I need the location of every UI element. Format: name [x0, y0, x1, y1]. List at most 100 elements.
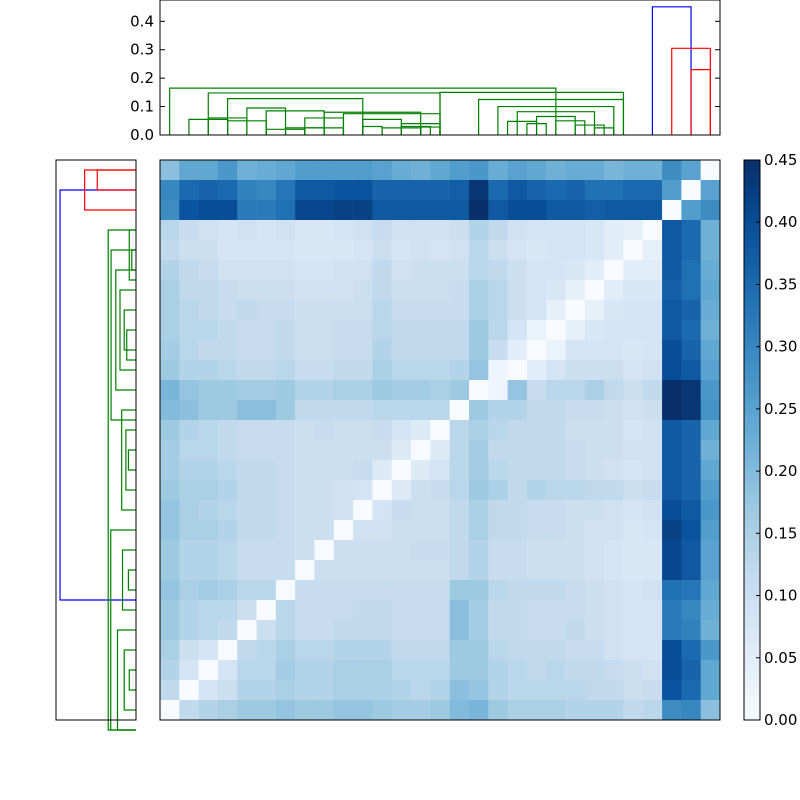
heatmap-cell: [333, 340, 354, 361]
heatmap-cell: [179, 620, 199, 641]
heatmap-cell: [391, 200, 412, 221]
heatmap-cell: [217, 420, 238, 441]
heatmap-cell: [411, 180, 431, 201]
heatmap-cell: [430, 320, 450, 341]
heatmap-cell: [217, 440, 238, 461]
heatmap-cell: [314, 600, 335, 621]
heatmap-cell: [372, 680, 393, 701]
heatmap-cell: [488, 200, 508, 221]
heatmap-cell: [160, 160, 180, 181]
heatmap-cell: [623, 660, 644, 681]
heatmap-cell: [526, 480, 547, 501]
heatmap-cell: [372, 260, 393, 281]
heatmap-cell: [565, 440, 586, 461]
heatmap-cell: [507, 600, 528, 621]
heatmap-cell: [411, 540, 431, 561]
heatmap-cell: [468, 400, 489, 421]
heatmap-cell: [314, 460, 335, 481]
heatmap-cell: [314, 300, 335, 321]
heatmap-cell: [295, 200, 315, 221]
heatmap-frame: [159, 159, 721, 721]
heatmap-cell: [681, 660, 701, 681]
heatmap-cell: [160, 440, 180, 461]
colorbar-tick-label: 0.35: [764, 275, 797, 293]
heatmap-cell: [237, 440, 257, 461]
heatmap-cell: [546, 300, 566, 321]
heatmap-cell: [372, 200, 393, 221]
heatmap-cell: [526, 440, 547, 461]
heatmap-cell: [391, 400, 412, 421]
heatmap-cell: [468, 640, 489, 661]
heatmap-cell: [604, 260, 624, 281]
heatmap-cell: [449, 620, 470, 641]
heatmap-cell: [488, 660, 508, 681]
heatmap-cell: [391, 300, 412, 321]
colorbar-tick-label: 0.15: [764, 524, 797, 542]
heatmap-cell: [449, 340, 470, 361]
heatmap-cell: [681, 280, 701, 301]
heatmap-cell: [642, 520, 663, 541]
heatmap-cell: [314, 360, 335, 381]
heatmap-cell: [681, 160, 701, 181]
heatmap-cell: [662, 540, 682, 561]
heatmap-cell: [662, 220, 682, 241]
heatmap-cell: [700, 160, 721, 181]
heatmap-cell: [411, 580, 431, 601]
heatmap-cell: [700, 600, 721, 621]
heatmap-cell: [391, 460, 412, 481]
heatmap-cell: [237, 340, 257, 361]
heatmap-cell: [662, 600, 682, 621]
heatmap-cell: [526, 300, 547, 321]
heatmap-cell: [411, 680, 431, 701]
top-dendrogram-link: [265, 110, 325, 135]
heatmap-cell: [333, 420, 354, 441]
heatmap-cell: [642, 240, 663, 261]
heatmap-cell: [662, 700, 682, 721]
heatmap-cell: [449, 640, 470, 661]
heatmap-cell: [642, 440, 663, 461]
heatmap-cell: [604, 300, 624, 321]
heatmap-cell: [430, 620, 450, 641]
heatmap-cell: [526, 400, 547, 421]
heatmap-cell: [391, 440, 412, 461]
heatmap-cell: [372, 280, 393, 301]
heatmap-cell: [237, 700, 257, 721]
top-dendrogram-link: [497, 105, 615, 135]
heatmap-cell: [391, 220, 412, 241]
heatmap-cell: [391, 260, 412, 281]
heatmap-cell: [391, 340, 412, 361]
heatmap-cell: [314, 260, 335, 281]
heatmap-cell: [160, 460, 180, 481]
heatmap-cell: [565, 540, 586, 561]
heatmap-cell: [430, 240, 450, 261]
heatmap-cell: [314, 200, 335, 221]
colorbar-tick-label: 0.30: [764, 338, 797, 356]
heatmap-cell: [217, 600, 238, 621]
heatmap-cell: [449, 600, 470, 621]
heatmap-cell: [565, 500, 586, 521]
heatmap-cell: [662, 580, 682, 601]
heatmap-cell: [526, 180, 547, 201]
heatmap-cell: [642, 280, 663, 301]
heatmap-cell: [642, 400, 663, 421]
heatmap-cell: [237, 160, 257, 181]
heatmap-cell: [256, 240, 277, 261]
heatmap-cell: [179, 380, 199, 401]
heatmap-cell: [198, 200, 219, 221]
heatmap-cell: [314, 340, 335, 361]
heatmap-cell: [411, 560, 431, 581]
heatmap-cell: [546, 480, 566, 501]
heatmap-cell: [468, 200, 489, 221]
heatmap-cell: [623, 340, 644, 361]
top-dendrogram-link: [555, 120, 586, 135]
heatmap-cell: [179, 520, 199, 541]
heatmap-cell: [507, 200, 528, 221]
heatmap-cell: [584, 420, 605, 441]
heatmap-cell: [642, 500, 663, 521]
top-dendrogram-link: [362, 125, 383, 135]
heatmap-cell: [275, 680, 296, 701]
heatmap-cell: [468, 620, 489, 641]
heatmap-cell: [430, 440, 450, 461]
heatmap-cell: [256, 280, 277, 301]
heatmap-cell: [604, 700, 624, 721]
